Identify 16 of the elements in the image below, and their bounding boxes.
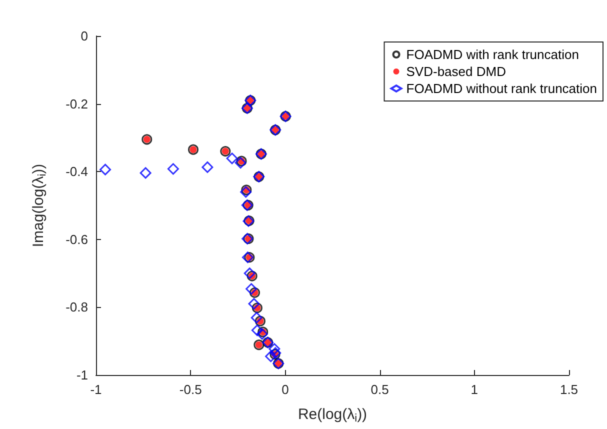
y-tick-label: -0.8 — [66, 300, 88, 315]
y-tick-label: -0.4 — [66, 164, 88, 180]
legend-label: SVD-based DMD — [406, 64, 506, 79]
legend-label: FOADMD without rank truncation — [406, 81, 597, 96]
x-tick-label: 1.5 — [560, 382, 578, 397]
x-tick-label: -1 — [90, 382, 102, 397]
y-tick-label: 0 — [80, 28, 88, 44]
y-tick-label: -0.6 — [66, 232, 88, 247]
x-tick-label: 0.5 — [370, 382, 389, 397]
legend-label: FOADMD with rank truncation — [406, 47, 579, 62]
y-tick-label: -0.2 — [66, 96, 88, 112]
x-tick-label: 0 — [282, 382, 289, 397]
y-axis-title: Imag(log(λi)) — [30, 164, 48, 248]
x-tick-label: 1 — [470, 382, 478, 397]
y-tick-label: -1 — [76, 368, 88, 382]
x-tick-label: -0.5 — [179, 382, 202, 397]
